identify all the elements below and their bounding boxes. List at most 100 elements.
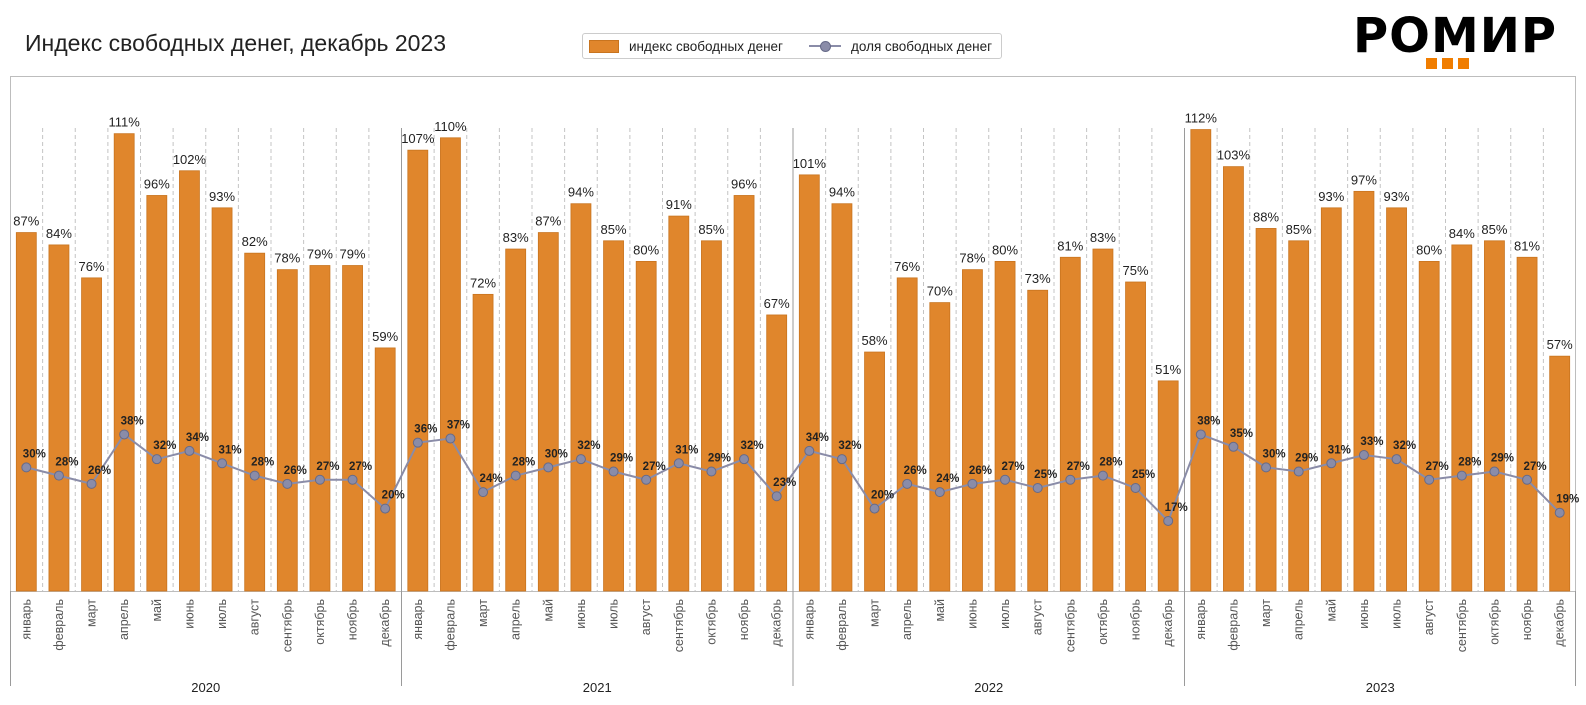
share-value-label: 26% [969, 465, 992, 477]
year-label: 2020 [191, 680, 220, 695]
share-value-label: 34% [186, 432, 209, 444]
month-tick-label: декабрь [1161, 599, 1175, 647]
share-value-label: 31% [675, 444, 698, 456]
bar-value-label: 84% [46, 226, 72, 241]
bar [113, 133, 135, 592]
bar [798, 174, 820, 592]
month-tick-label: декабрь [1553, 599, 1567, 647]
share-point [380, 503, 391, 514]
share-value-label: 24% [936, 473, 959, 485]
share-value-label: 29% [1491, 453, 1514, 465]
share-value-label: 31% [219, 444, 242, 456]
month-tick-label: декабрь [378, 599, 392, 647]
month-tick-label: январь [411, 599, 425, 640]
share-point [641, 474, 652, 485]
share-point [1261, 462, 1272, 473]
bar-value-label: 88% [1253, 209, 1279, 224]
logo-square [1458, 58, 1469, 69]
bar [342, 265, 363, 592]
bar [179, 170, 200, 592]
bar-value-label: 85% [1481, 222, 1507, 237]
bar-value-label: 57% [1547, 337, 1573, 352]
bar-value-label: 85% [601, 222, 627, 237]
month-tick-label: сентябрь [1455, 599, 1469, 652]
share-point [1424, 474, 1435, 485]
bar-value-label: 83% [503, 230, 529, 245]
logo-square [1426, 58, 1437, 69]
share-point [1391, 454, 1402, 465]
year-label: 2021 [583, 680, 612, 695]
share-value-label: 36% [414, 424, 437, 436]
bar-value-label: 83% [1090, 230, 1116, 245]
bar [1125, 281, 1146, 592]
month-tick-label: март [85, 599, 99, 627]
bar [1288, 240, 1310, 592]
bar [896, 277, 918, 592]
month-tick-label: июнь [1357, 599, 1371, 629]
share-value-label: 27% [1524, 461, 1547, 473]
bar-value-label: 97% [1351, 172, 1377, 187]
month-tick-label: август [639, 599, 653, 636]
bar-value-label: 94% [568, 185, 594, 200]
share-value-label: 30% [545, 448, 568, 460]
bar [962, 269, 983, 592]
share-value-label: 31% [1328, 444, 1351, 456]
share-value-label: 26% [88, 465, 111, 477]
share-point [53, 470, 64, 481]
share-value-label: 27% [316, 461, 339, 473]
share-point [706, 466, 717, 477]
share-point [1130, 483, 1141, 493]
legend-item-share: доля свободных денег [809, 34, 992, 58]
bar [1223, 166, 1244, 592]
share-point [934, 487, 945, 498]
bar [146, 195, 168, 592]
share-point [739, 454, 750, 465]
logo-square [1442, 58, 1453, 69]
share-point [314, 474, 325, 485]
bar [635, 260, 657, 592]
share-value-label: 32% [153, 440, 176, 452]
month-tick-label: март [476, 599, 490, 627]
bar-value-label: 93% [1318, 189, 1344, 204]
bar [603, 240, 624, 592]
share-value-label: 32% [741, 440, 764, 452]
month-tick-label: март [868, 599, 882, 627]
month-tick-label: ноябрь [346, 599, 360, 640]
bar-value-label: 112% [1185, 111, 1218, 126]
share-value-label: 29% [1295, 453, 1318, 465]
legend-item-index: индекс свободных денег [589, 34, 783, 58]
bar [505, 248, 527, 592]
share-point [575, 454, 586, 465]
month-tick-label: октябрь [1487, 599, 1501, 645]
share-point [1065, 474, 1076, 485]
share-value-label: 29% [610, 453, 633, 465]
share-point [1000, 474, 1011, 485]
bar-value-label: 110% [434, 119, 467, 134]
bar-value-label: 96% [731, 176, 757, 191]
bar [440, 137, 461, 592]
bar-value-label: 94% [829, 185, 855, 200]
share-point [119, 429, 130, 440]
share-value-label: 24% [480, 473, 503, 485]
bar-value-label: 102% [173, 152, 207, 167]
share-value-label: 38% [121, 415, 144, 427]
share-value-label: 32% [838, 440, 861, 452]
share-value-label: 29% [708, 453, 731, 465]
bar [309, 265, 331, 592]
bar [1059, 256, 1081, 592]
year-label: 2022 [974, 680, 1003, 695]
month-tick-label: июль [215, 599, 229, 629]
bar [15, 232, 37, 592]
month-tick-label: ноябрь [1129, 599, 1143, 640]
bar [1484, 240, 1505, 592]
share-point [1522, 474, 1533, 485]
bar-value-label: 107% [401, 131, 435, 146]
share-point [902, 478, 913, 489]
month-tick-label: март [1259, 599, 1273, 627]
bar-value-label: 59% [372, 329, 398, 344]
month-tick-label: апрель [1292, 599, 1306, 640]
share-value-label: 27% [1426, 461, 1449, 473]
share-value-label: 26% [284, 465, 307, 477]
month-tick-label: февраль [835, 599, 849, 651]
bar-value-label: 51% [1155, 362, 1181, 377]
